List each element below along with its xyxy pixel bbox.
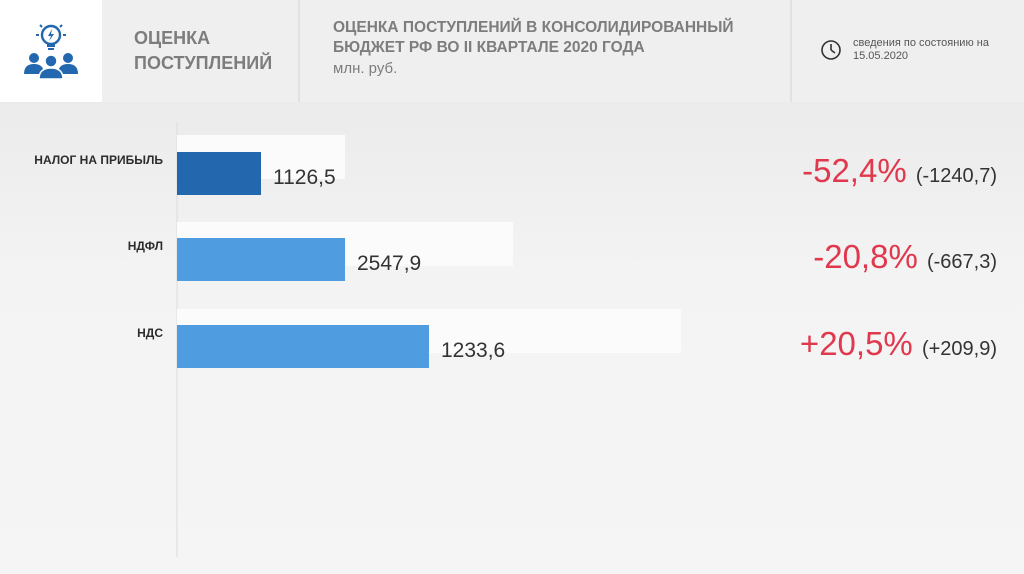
change-percent: -20,8% xyxy=(813,238,927,275)
bar xyxy=(177,152,261,195)
change-percent: -52,4% xyxy=(802,152,916,189)
value-label: 2547,9 xyxy=(357,252,421,275)
logo-box xyxy=(0,0,102,102)
header-divider xyxy=(790,0,792,102)
category-label: НДС xyxy=(137,326,163,340)
unit-label: млн. руб. xyxy=(333,60,398,77)
team-lightbulb-icon xyxy=(24,24,78,80)
header: ОЦЕНКА ПОСТУПЛЕНИЙ ОЦЕНКА ПОСТУПЛЕНИЙ В … xyxy=(0,0,1024,102)
header-divider xyxy=(298,0,300,102)
value-label: 1126,5 xyxy=(273,166,336,189)
bar xyxy=(177,325,429,368)
bar-chart: НАЛОГ НА ПРИБЫЛЬ 1126,5 -52,4% (-1240,7) НД… xyxy=(34,122,997,557)
clock-icon xyxy=(821,40,841,60)
change-absolute: (+209,9) xyxy=(922,338,997,360)
page-title: ОЦЕНКА ПОСТУПЛЕНИЙ В КОНСОЛИДИРОВАННЫЙ Б… xyxy=(333,18,773,58)
change-label: +20,5% (+209,9) xyxy=(800,325,997,362)
page-title-line: БЮДЖЕТ РФ ВО II КВАРТАЛЕ 2020 ГОДА xyxy=(333,39,645,56)
bar xyxy=(177,238,345,281)
category-label: НДФЛ xyxy=(128,239,163,253)
change-percent: +20,5% xyxy=(800,325,922,362)
change-absolute: (-667,3) xyxy=(927,251,997,273)
date-note-line: сведения по состоянию на xyxy=(853,37,989,49)
change-absolute: (-1240,7) xyxy=(916,165,997,187)
page-title-line: ОЦЕНКА ПОСТУПЛЕНИЙ В КОНСОЛИДИРОВАННЫЙ xyxy=(333,19,734,36)
change-label: -20,8% (-667,3) xyxy=(813,238,997,275)
chart-area: НАЛОГ НА ПРИБЫЛЬ 1126,5 -52,4% (-1240,7) НД… xyxy=(0,102,1024,574)
date-note-line: 15.05.2020 xyxy=(853,50,909,62)
change-label: -52,4% (-1240,7) xyxy=(802,152,997,189)
category-label: НАЛОГ НА ПРИБЫЛЬ xyxy=(34,153,163,167)
date-note: сведения по состоянию на 15.05.2020 xyxy=(853,37,1013,63)
value-label: 1233,6 xyxy=(441,339,505,362)
section-title: ОЦЕНКА ПОСТУПЛЕНИЙ xyxy=(134,28,273,73)
